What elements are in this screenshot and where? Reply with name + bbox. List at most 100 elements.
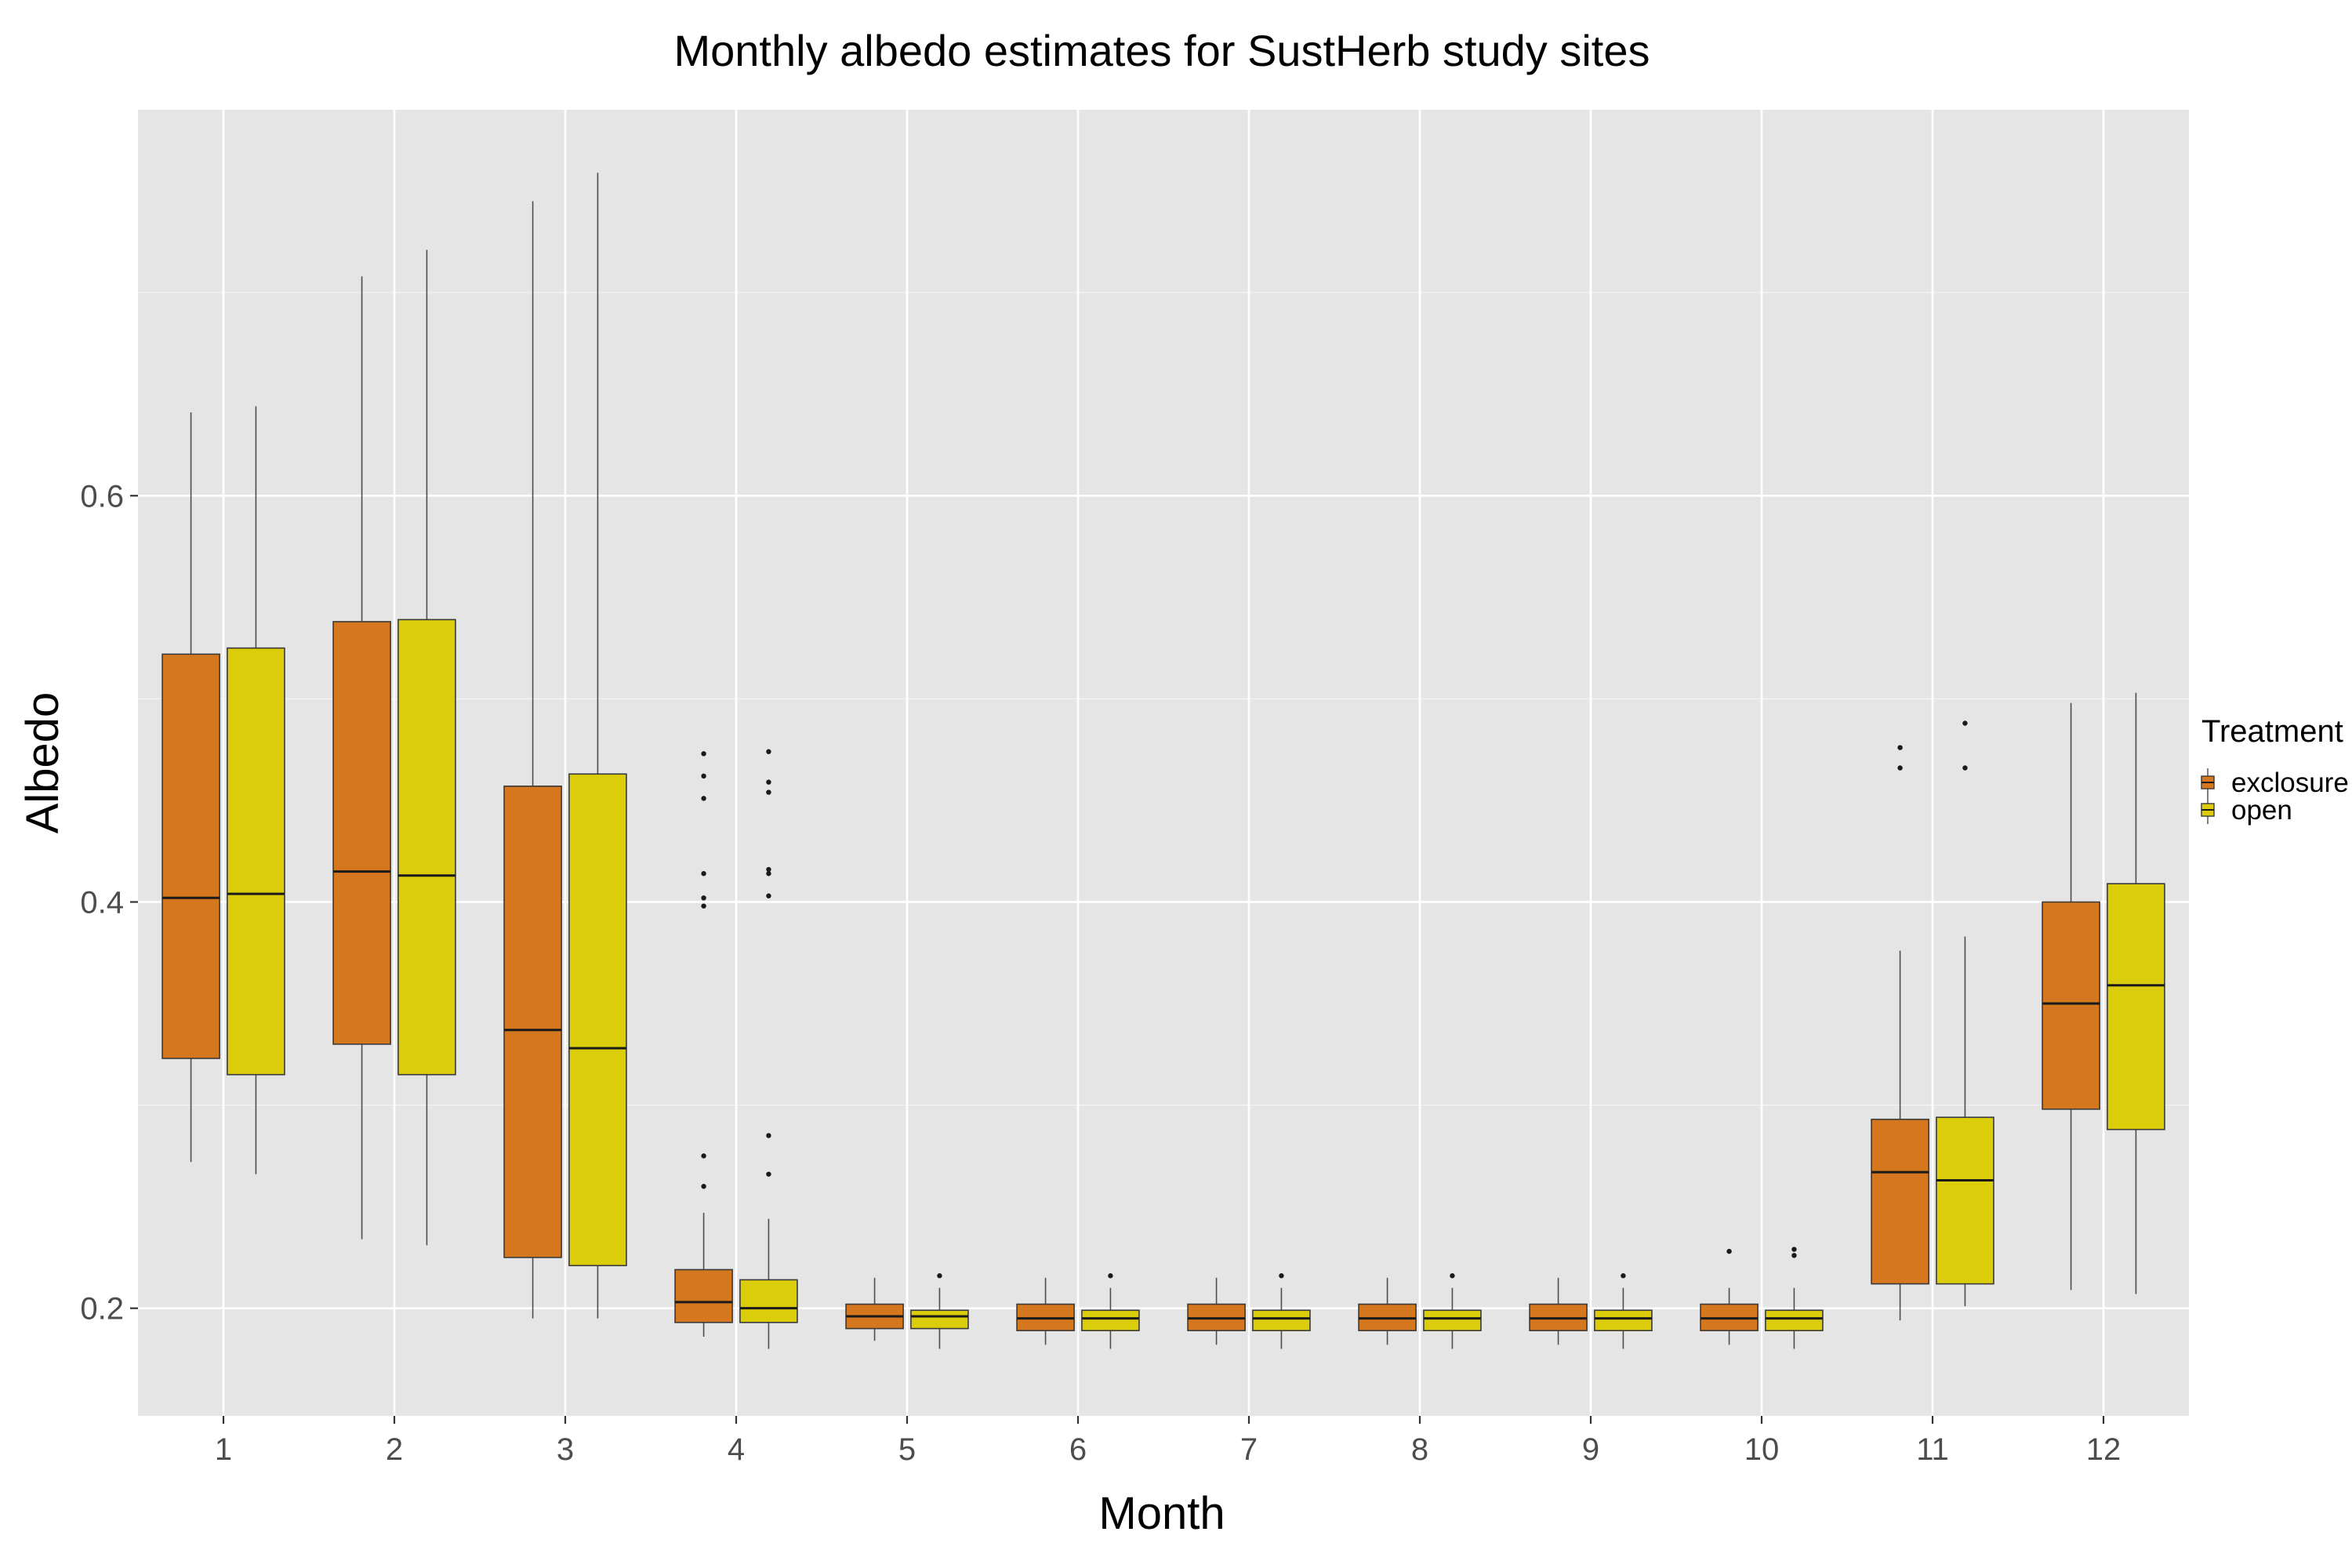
box-exclosure-month-7 [1187, 1277, 1246, 1345]
box-exclosure-month-8 [1358, 1277, 1417, 1345]
outlier-point [1791, 1247, 1797, 1252]
legend-key-exclosure: exclosure [2201, 768, 2349, 798]
box-body [1765, 1309, 1824, 1331]
outlier-point [766, 749, 771, 754]
box-open-month-3 [568, 172, 627, 1319]
outlier-point [1962, 720, 1968, 726]
outlier-point [701, 871, 706, 877]
plot-panel [138, 110, 2189, 1416]
outlier-point [766, 789, 771, 795]
box-exclosure-month-6 [1016, 1277, 1075, 1345]
outlier-point [766, 1171, 771, 1177]
box-exclosure-month-11 [1871, 745, 1929, 1321]
box-exclosure-month-9 [1529, 1277, 1588, 1345]
outlier-point [1450, 1273, 1455, 1279]
box-body [1936, 1116, 1994, 1285]
outlier-point [1621, 1273, 1626, 1279]
box-exclosure-month-4 [674, 751, 733, 1337]
outlier-point [701, 903, 706, 909]
box-body [332, 621, 391, 1045]
box-exclosure-month-2 [332, 276, 391, 1240]
outlier-point [766, 866, 771, 873]
outlier-point [1108, 1273, 1113, 1279]
outlier-point [937, 1273, 942, 1279]
grid-lines [138, 110, 2189, 1416]
legend-label-exclosure: exclosure [2231, 768, 2349, 798]
box-exclosure-month-5 [845, 1277, 904, 1341]
x-tick-label: 11 [1916, 1432, 1949, 1467]
x-tick-label: 7 [1240, 1432, 1258, 1467]
outlier-point [701, 1184, 706, 1189]
x-tick-label: 8 [1411, 1432, 1428, 1467]
outlier-point [1791, 1253, 1797, 1258]
box-body [674, 1269, 733, 1323]
x-tick-label: 5 [898, 1432, 916, 1467]
box-body [227, 647, 285, 1076]
box-body [162, 653, 220, 1059]
box-open-month-1 [227, 406, 285, 1174]
box-open-month-7 [1252, 1273, 1311, 1349]
outlier-point [766, 1133, 771, 1138]
outlier-point [1897, 765, 1903, 771]
chart-title: Monthly albedo estimates for SustHerb st… [673, 26, 1650, 75]
box-open-month-11 [1936, 720, 1994, 1307]
outlier-point [701, 1153, 706, 1159]
y-tick-label: 0.4 [80, 885, 124, 920]
outlier-point [701, 751, 706, 757]
box-open-month-2 [397, 249, 456, 1246]
box-body [503, 785, 562, 1258]
outlier-point [766, 893, 771, 898]
y-tick-label: 0.2 [80, 1292, 124, 1327]
box-body [1594, 1309, 1653, 1331]
box-open-month-9 [1594, 1273, 1653, 1349]
box-body [2042, 901, 2100, 1110]
box-body [739, 1279, 798, 1323]
outlier-point [1962, 765, 1968, 771]
box-body [1252, 1309, 1311, 1331]
outlier-point [1726, 1248, 1732, 1254]
box-body [910, 1309, 969, 1330]
box-exclosure-month-12 [2042, 702, 2100, 1290]
outlier-point [701, 895, 706, 901]
box-body [1081, 1309, 1140, 1331]
box-layer [162, 172, 2165, 1349]
box-body [397, 619, 456, 1076]
x-tick-label: 1 [215, 1432, 232, 1467]
x-tick-label: 6 [1069, 1432, 1087, 1467]
x-tick-label: 10 [1744, 1432, 1780, 1467]
outlier-point [766, 871, 771, 877]
outlier-point [1279, 1273, 1284, 1279]
box-exclosure-month-1 [162, 412, 220, 1163]
legend-key-open: open [2201, 795, 2292, 826]
x-tick-label: 12 [2086, 1432, 2122, 1467]
box-open-month-10 [1765, 1247, 1824, 1349]
box-exclosure-month-3 [503, 201, 562, 1319]
outlier-point [701, 773, 706, 779]
box-open-month-12 [2107, 692, 2165, 1294]
box-body [2107, 883, 2165, 1131]
y-tick-label: 0.6 [80, 479, 124, 514]
box-open-month-5 [910, 1273, 969, 1349]
y-axis-title: Albedo [17, 692, 68, 834]
x-tick-label: 3 [557, 1432, 574, 1467]
box-open-month-6 [1081, 1273, 1140, 1349]
box-body [1423, 1309, 1482, 1331]
legend-label-open: open [2231, 795, 2292, 826]
y-axis-ticks: 0.2 0.4 0.6 [80, 479, 138, 1327]
box-exclosure-month-10 [1700, 1248, 1759, 1345]
box-body [568, 773, 627, 1267]
box-open-month-8 [1423, 1273, 1482, 1349]
x-tick-label: 2 [386, 1432, 403, 1467]
x-tick-label: 4 [728, 1432, 745, 1467]
legend-title: Treatment [2201, 714, 2343, 749]
outlier-point [1897, 745, 1903, 750]
outlier-point [766, 779, 771, 785]
box-open-month-4 [739, 749, 798, 1349]
x-tick-label: 9 [1582, 1432, 1599, 1467]
outlier-point [701, 796, 706, 801]
x-axis-ticks: 1 2 3 4 5 6 7 8 9 10 11 12 [215, 1416, 2121, 1467]
box-body [1871, 1118, 1929, 1285]
